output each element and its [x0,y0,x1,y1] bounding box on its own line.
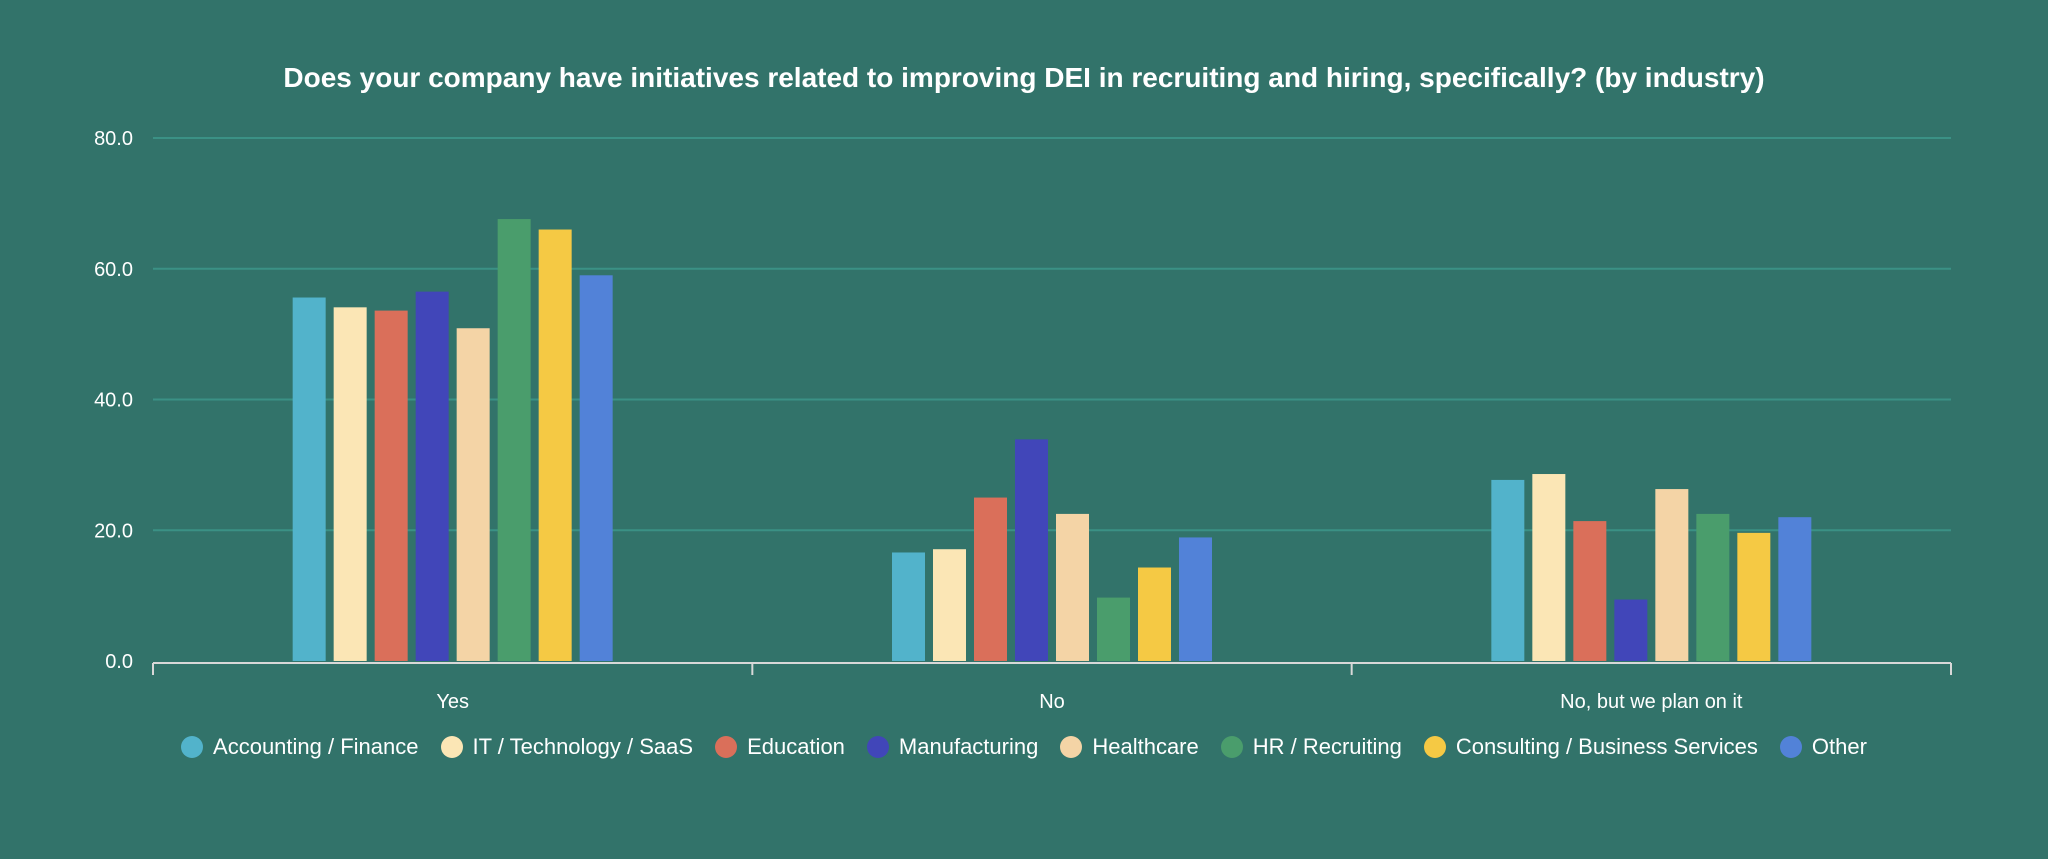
bar-education-no [974,497,1007,661]
legend-label: Healthcare [1092,734,1199,759]
legend-swatch-icon [440,736,463,758]
bar-education-yes [374,310,408,661]
bar-it-technology-saas-no-but-we-plan-on-it [1532,474,1566,661]
x-category-label: No [1039,691,1065,713]
legend-label: Consulting / Business Services [1455,734,1758,759]
legend-swatch-icon [866,736,889,758]
x-category-label: Yes [436,691,469,713]
y-tick-label: 40.0 [94,390,133,412]
bar-manufacturing-no [1015,439,1048,661]
bar-manufacturing-yes [415,291,449,661]
bar-it-technology-saas-no [933,549,966,661]
legend-label: HR / Recruiting [1252,734,1402,759]
legend-label: Manufacturing [898,734,1039,759]
legend-swatch-icon [181,736,204,758]
bar-manufacturing-no-but-we-plan-on-it [1614,599,1648,661]
legend-label: Education [747,734,845,759]
bar-consulting-business-services-no [1138,567,1171,661]
chart-title: Does your company have initiatives relat… [283,62,1765,93]
bar-accounting-finance-no-but-we-plan-on-it [1491,479,1525,661]
legend-item[interactable]: Other [1779,734,1867,760]
legend-label: IT / Technology / SaaS [472,734,694,759]
bar-other-yes [579,275,613,661]
legend: Accounting / Finance IT / Technology / Sa… [0,734,2048,760]
legend-item[interactable]: Education [715,734,845,760]
legend-item[interactable]: HR / Recruiting [1220,734,1402,760]
legend-swatch-icon [1060,736,1083,758]
legend-item[interactable]: IT / Technology / SaaS [440,734,694,760]
bar-consulting-business-services-yes [538,229,572,661]
legend-label: Accounting / Finance [213,734,419,759]
bar-healthcare-no-but-we-plan-on-it [1655,489,1689,661]
legend-swatch-icon [1423,736,1446,758]
legend-label: Other [1811,734,1867,759]
bar-hr-recruiting-no-but-we-plan-on-it [1696,513,1730,661]
bar-it-technology-saas-yes [333,307,367,661]
bar-hr-recruiting-no [1097,597,1130,661]
bar-accounting-finance-no [892,552,925,661]
bar-accounting-finance-yes [292,297,326,661]
legend-swatch-icon [1779,736,1802,758]
y-tick-label: 0.0 [105,651,133,673]
bar-consulting-business-services-no-but-we-plan-on-it [1737,532,1771,661]
legend-item[interactable]: Accounting / Finance [181,734,419,760]
y-tick-label: 60.0 [94,259,133,281]
bar-hr-recruiting-yes [497,219,531,661]
legend-item[interactable]: Consulting / Business Services [1423,734,1758,760]
bar-other-no [1179,537,1212,661]
legend-swatch-icon [1220,736,1243,758]
legend-item[interactable]: Healthcare [1060,734,1199,760]
bar-education-no-but-we-plan-on-it [1573,521,1607,661]
x-category-label: No, but we plan on it [1560,691,1743,713]
legend-swatch-icon [715,736,738,758]
legend-item[interactable]: Manufacturing [866,734,1039,760]
bar-healthcare-yes [456,328,490,661]
y-tick-label: 20.0 [94,520,133,542]
bar-other-no-but-we-plan-on-it [1778,517,1812,661]
y-tick-label: 80.0 [94,128,133,150]
bar-healthcare-no [1056,513,1089,661]
